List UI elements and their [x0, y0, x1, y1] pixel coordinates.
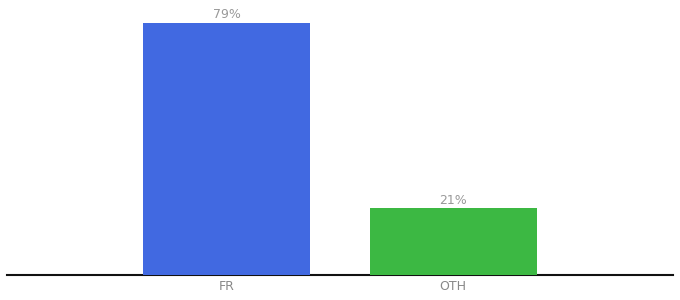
Text: 21%: 21% [439, 194, 467, 207]
Bar [143, 23, 310, 275]
Text: 79%: 79% [213, 8, 241, 21]
Bar [370, 208, 537, 275]
